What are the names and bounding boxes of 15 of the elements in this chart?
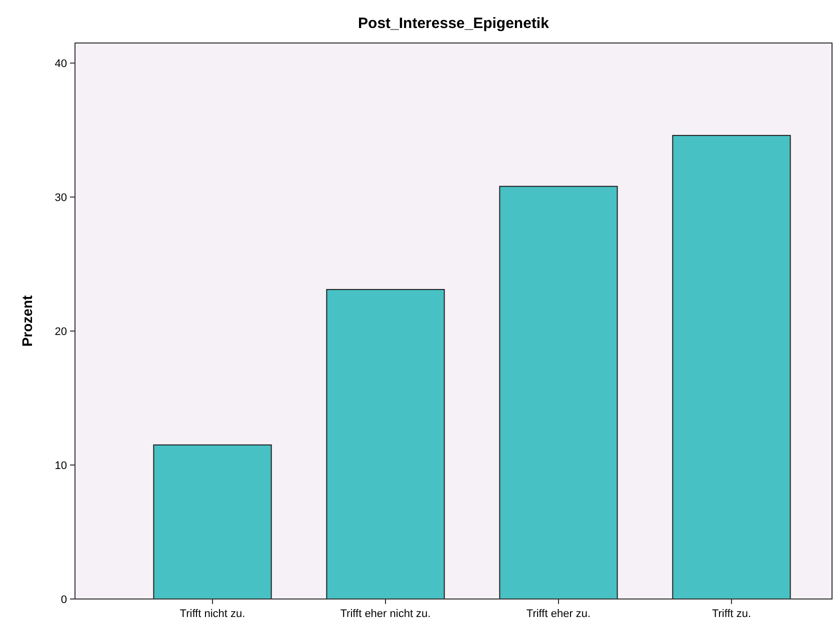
x-tick-label: Trifft zu. [712,608,752,620]
y-axis-title: Prozent [19,294,35,347]
y-tick-label: 30 [54,192,67,204]
x-tick-label: Trifft eher zu. [526,608,591,620]
chart-title: Post_Interesse_Epigenetik [358,15,550,32]
y-tick-label: 0 [60,594,67,606]
bar [326,289,445,600]
x-tick-label: Trifft nicht zu. [180,608,246,620]
bar [672,134,791,600]
x-tick-label: Trifft eher nicht zu. [340,608,431,620]
y-tick-label: 10 [54,460,67,472]
bar [153,444,272,600]
bar [499,186,618,600]
y-tick-label: 20 [54,326,67,338]
y-tick-label: 40 [54,58,67,70]
